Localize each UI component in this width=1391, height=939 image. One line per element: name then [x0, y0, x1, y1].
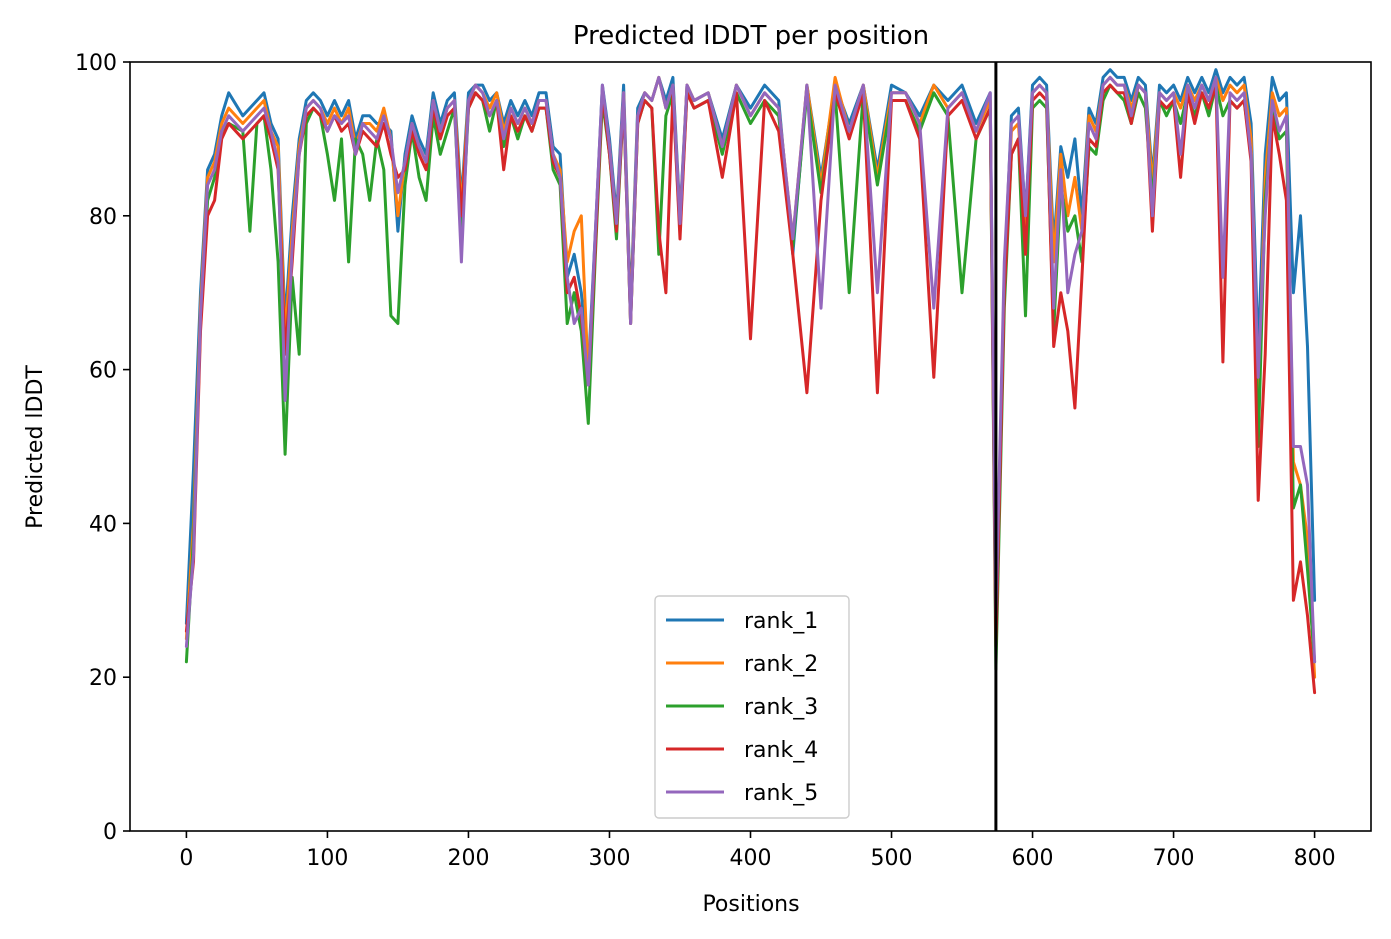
- legend: rank_1 rank_2 rank_3 rank_4 rank_5: [654, 595, 850, 819]
- y-tick-label: 80: [89, 205, 117, 230]
- chart-title: Predicted lDDT per position: [573, 21, 929, 51]
- x-tick-label: 800: [1294, 846, 1336, 871]
- y-tick-label: 100: [75, 51, 117, 76]
- y-tick-label: 40: [89, 512, 117, 537]
- x-axis-ticks: 0 100 200 300 400 500 600 700 800: [179, 831, 1336, 871]
- legend-label-rank-3: rank_3: [744, 695, 818, 720]
- x-axis-title: Positions: [702, 892, 799, 917]
- legend-label-rank-4: rank_4: [744, 738, 818, 763]
- x-tick-label: 700: [1153, 846, 1195, 871]
- x-tick-label: 600: [1012, 846, 1054, 871]
- x-tick-label: 100: [306, 846, 348, 871]
- x-tick-label: 200: [447, 846, 489, 871]
- x-tick-label: 300: [588, 846, 630, 871]
- y-tick-label: 20: [89, 666, 117, 691]
- legend-frame: [654, 595, 850, 819]
- y-tick-label: 0: [103, 820, 117, 845]
- legend-entries: rank_1 rank_2 rank_3 rank_4 rank_5: [666, 609, 818, 806]
- x-tick-label: 400: [730, 846, 772, 871]
- y-axis-title: Predicted lDDT: [23, 365, 48, 529]
- legend-label-rank-1: rank_1: [744, 609, 818, 634]
- legend-label-rank-2: rank_2: [744, 652, 818, 677]
- series-layer: [184, 68, 1317, 695]
- y-tick-label: 60: [89, 359, 117, 384]
- x-tick-label: 0: [179, 846, 193, 871]
- series-line-rank-5: [184, 75, 1317, 664]
- y-axis-ticks: 0 20 40 60 80 100: [75, 51, 130, 845]
- legend-label-rank-5: rank_5: [744, 781, 818, 806]
- x-tick-label: 500: [871, 846, 913, 871]
